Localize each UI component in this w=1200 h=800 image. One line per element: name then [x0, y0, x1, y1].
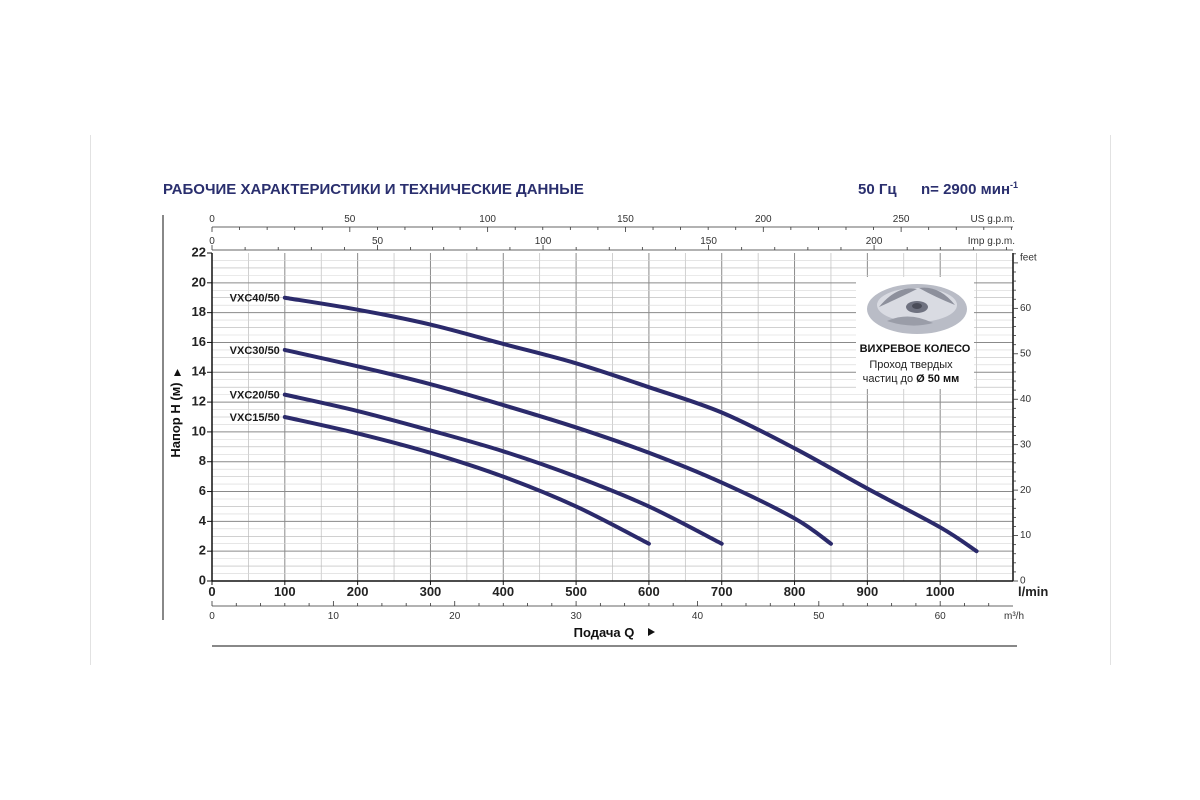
series-line-vxc15-50 [282, 415, 651, 546]
frequency-label: 50 Гц [858, 181, 897, 198]
feet-tick-label: 30 [1020, 439, 1032, 450]
x-tick-label: 600 [638, 584, 660, 599]
us-gpm-axis-unit: US g.p.m. [971, 214, 1015, 225]
x-tick-label: 900 [857, 584, 879, 599]
impeller-box: ВИХРЕВОЕ КОЛЕСО Проход твердых частиц до… [856, 277, 974, 389]
m3h-tick-label: 60 [935, 611, 947, 622]
impeller-box-line2: частиц до Ø 50 мм [863, 373, 960, 385]
imp-gpm-tick-label: 0 [209, 236, 215, 247]
frame-line-right [1110, 135, 1111, 665]
chart-title: РАБОЧИЕ ХАРАКТЕРИСТИКИ И ТЕХНИЧЕСКИЕ ДАН… [163, 181, 584, 198]
x-tick-label: 400 [492, 584, 514, 599]
us-gpm-tick-label: 250 [893, 214, 910, 225]
feet-tick-label: 0 [1020, 576, 1026, 587]
speed-superscript: -1 [1010, 180, 1018, 190]
impeller-box-line1: Проход твердых [869, 359, 953, 371]
y-tick-label: 16 [192, 334, 206, 349]
x-tick-label: 100 [274, 584, 296, 599]
us-gpm-tick-label: 100 [479, 214, 496, 225]
y-tick-label: 18 [192, 304, 206, 319]
impeller-image [867, 284, 967, 334]
x-tick-label: 200 [347, 584, 369, 599]
imp-gpm-tick-label: 200 [866, 236, 883, 247]
series-label-vxc15-50: VXC15/50 [230, 412, 280, 424]
feet-axis-unit: feet [1020, 253, 1037, 264]
y-tick-label: 12 [192, 394, 206, 409]
series-line-vxc20-50 [282, 392, 724, 546]
m3h-axis-unit: m³/h [1004, 611, 1024, 622]
imp-gpm-tick-label: 150 [700, 236, 717, 247]
feet-tick-label: 50 [1020, 348, 1032, 359]
y-axis-title: Напор H (м) [168, 382, 183, 457]
imp-gpm-axis-unit: Imp g.p.m. [968, 236, 1015, 247]
us-gpm-tick-label: 200 [755, 214, 772, 225]
us-gpm-tick-label: 50 [344, 214, 356, 225]
impeller-box-title: ВИХРЕВОЕ КОЛЕСО [860, 343, 971, 355]
m3h-tick-label: 40 [692, 611, 704, 622]
speed-label: n= 2900 мин-1 [921, 180, 1018, 198]
x-tick-label: 700 [711, 584, 733, 599]
series-label-vxc30-50: VXC30/50 [230, 345, 280, 357]
us-gpm-tick-label: 0 [209, 214, 215, 225]
imp-gpm-tick-label: 100 [535, 236, 552, 247]
feet-tick-label: 10 [1020, 530, 1032, 541]
y-tick-label: 20 [192, 274, 206, 289]
y-tick-label: 8 [199, 453, 206, 468]
impeller-box-line2-prefix: частиц до [863, 373, 916, 385]
us-gpm-tick-label: 150 [617, 214, 634, 225]
m3h-tick-label: 50 [813, 611, 825, 622]
y-tick-label: 4 [199, 513, 207, 528]
x-tick-label: 1000 [926, 584, 955, 599]
y-tick-label: 0 [199, 572, 206, 587]
x-tick-label: 500 [565, 584, 587, 599]
x-axis-unit: l/min [1018, 584, 1048, 599]
y-tick-label: 22 [192, 244, 206, 259]
frame-line-left [90, 135, 91, 665]
y-tick-label: 10 [192, 423, 206, 438]
feet-tick-label: 60 [1020, 303, 1032, 314]
series-line-vxc40-50 [282, 295, 979, 554]
feet-tick-label: 40 [1020, 394, 1032, 405]
x-axis-arrow-icon [648, 628, 655, 636]
series-label-vxc20-50: VXC20/50 [230, 390, 280, 402]
x-tick-label: 0 [208, 584, 215, 599]
m3h-tick-label: 10 [328, 611, 340, 622]
impeller-box-line2-bold: Ø 50 мм [916, 373, 959, 385]
m3h-tick-label: 0 [209, 611, 215, 622]
m3h-tick-label: 20 [449, 611, 461, 622]
y-axis-arrow-icon [174, 369, 181, 376]
y-tick-label: 14 [192, 364, 207, 379]
m3h-tick-label: 30 [571, 611, 583, 622]
series-label-vxc40-50: VXC40/50 [230, 293, 280, 305]
x-axis-title: Подача Q [574, 625, 635, 640]
series-line-vxc30-50 [282, 347, 833, 546]
y-tick-label: 6 [199, 483, 206, 498]
x-tick-label: 800 [784, 584, 806, 599]
feet-tick-label: 20 [1020, 485, 1032, 496]
series-lines: VXC40/50 VXC30/50 VXC20/50 VXC15/50 [230, 293, 979, 554]
speed-prefix: n= 2900 мин [921, 181, 1010, 198]
imp-gpm-tick-label: 50 [372, 236, 384, 247]
y-tick-label: 2 [199, 543, 206, 558]
x-tick-label: 300 [420, 584, 442, 599]
